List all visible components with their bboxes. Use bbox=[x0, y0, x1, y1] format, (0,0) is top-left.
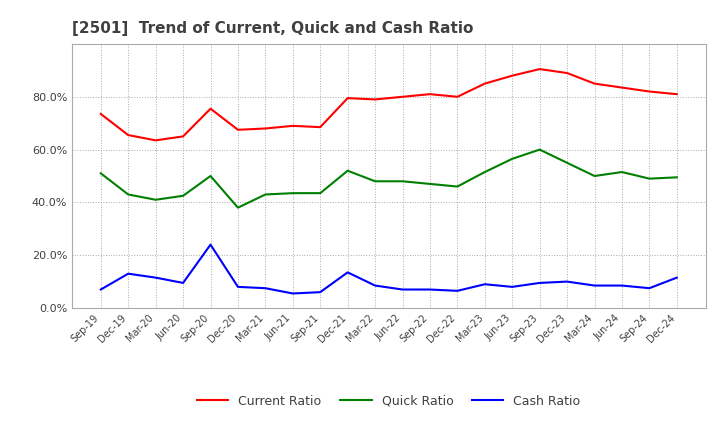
Quick Ratio bbox=[645, 176, 654, 181]
Current Ratio bbox=[672, 92, 681, 97]
Cash Ratio bbox=[96, 287, 105, 292]
Quick Ratio bbox=[343, 168, 352, 173]
Text: [2501]  Trend of Current, Quick and Cash Ratio: [2501] Trend of Current, Quick and Cash … bbox=[72, 21, 473, 36]
Cash Ratio bbox=[590, 283, 599, 288]
Quick Ratio bbox=[206, 173, 215, 179]
Cash Ratio bbox=[151, 275, 160, 280]
Cash Ratio bbox=[508, 284, 516, 290]
Current Ratio bbox=[563, 70, 572, 76]
Line: Current Ratio: Current Ratio bbox=[101, 69, 677, 140]
Current Ratio bbox=[289, 123, 297, 128]
Current Ratio bbox=[645, 89, 654, 94]
Legend: Current Ratio, Quick Ratio, Cash Ratio: Current Ratio, Quick Ratio, Cash Ratio bbox=[192, 390, 585, 413]
Cash Ratio bbox=[536, 280, 544, 286]
Cash Ratio bbox=[289, 291, 297, 296]
Quick Ratio bbox=[590, 173, 599, 179]
Quick Ratio bbox=[480, 169, 489, 175]
Cash Ratio bbox=[179, 280, 187, 286]
Current Ratio bbox=[618, 85, 626, 90]
Current Ratio bbox=[590, 81, 599, 86]
Cash Ratio bbox=[645, 286, 654, 291]
Quick Ratio bbox=[289, 191, 297, 196]
Current Ratio bbox=[343, 95, 352, 101]
Quick Ratio bbox=[536, 147, 544, 152]
Cash Ratio bbox=[316, 290, 325, 295]
Cash Ratio bbox=[233, 284, 242, 290]
Cash Ratio bbox=[426, 287, 434, 292]
Cash Ratio bbox=[480, 282, 489, 287]
Cash Ratio bbox=[261, 286, 270, 291]
Cash Ratio bbox=[206, 242, 215, 247]
Current Ratio bbox=[261, 126, 270, 131]
Current Ratio bbox=[151, 138, 160, 143]
Current Ratio bbox=[316, 125, 325, 130]
Cash Ratio bbox=[453, 288, 462, 293]
Cash Ratio bbox=[124, 271, 132, 276]
Cash Ratio bbox=[672, 275, 681, 280]
Quick Ratio bbox=[563, 160, 572, 165]
Quick Ratio bbox=[371, 179, 379, 184]
Quick Ratio bbox=[233, 205, 242, 210]
Current Ratio bbox=[179, 134, 187, 139]
Quick Ratio bbox=[618, 169, 626, 175]
Current Ratio bbox=[508, 73, 516, 78]
Current Ratio bbox=[371, 97, 379, 102]
Current Ratio bbox=[124, 132, 132, 138]
Current Ratio bbox=[398, 94, 407, 99]
Quick Ratio bbox=[426, 181, 434, 187]
Cash Ratio bbox=[618, 283, 626, 288]
Cash Ratio bbox=[563, 279, 572, 284]
Quick Ratio bbox=[151, 197, 160, 202]
Cash Ratio bbox=[371, 283, 379, 288]
Quick Ratio bbox=[124, 192, 132, 197]
Quick Ratio bbox=[316, 191, 325, 196]
Quick Ratio bbox=[398, 179, 407, 184]
Current Ratio bbox=[206, 106, 215, 111]
Current Ratio bbox=[233, 127, 242, 132]
Cash Ratio bbox=[343, 270, 352, 275]
Current Ratio bbox=[480, 81, 489, 86]
Quick Ratio bbox=[508, 156, 516, 161]
Quick Ratio bbox=[179, 193, 187, 198]
Current Ratio bbox=[96, 111, 105, 117]
Cash Ratio bbox=[398, 287, 407, 292]
Current Ratio bbox=[453, 94, 462, 99]
Current Ratio bbox=[536, 66, 544, 72]
Line: Cash Ratio: Cash Ratio bbox=[101, 245, 677, 293]
Quick Ratio bbox=[261, 192, 270, 197]
Quick Ratio bbox=[96, 171, 105, 176]
Line: Quick Ratio: Quick Ratio bbox=[101, 150, 677, 208]
Quick Ratio bbox=[672, 175, 681, 180]
Quick Ratio bbox=[453, 184, 462, 189]
Current Ratio bbox=[426, 92, 434, 97]
